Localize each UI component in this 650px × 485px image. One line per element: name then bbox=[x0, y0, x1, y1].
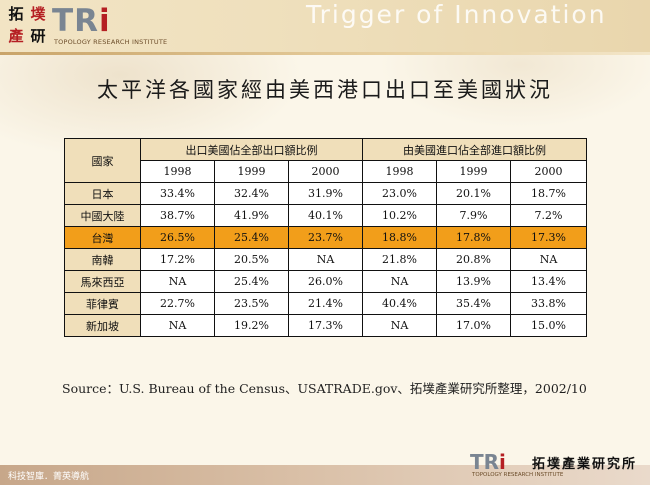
logo-subtitle: TOPOLOGY RESEARCH INSTITUTE bbox=[54, 38, 168, 46]
value-cell: NA bbox=[362, 270, 438, 293]
value-cell: 7.2% bbox=[510, 204, 588, 227]
logo-char: 拓 bbox=[8, 5, 24, 23]
footer-slogan: 科技智庫．菁英導航 bbox=[8, 472, 90, 482]
header-banner: 拓 墣 產 研 TRi TOPOLOGY RESEARCH INSTITUTE … bbox=[0, 0, 650, 52]
footer-logo-subtitle: TOPOLOGY RESEARCH INSTITUTE bbox=[472, 472, 564, 478]
value-cell: 33.8% bbox=[510, 292, 588, 315]
slide-title: 太平洋各國家經由美西港口出口至美國狀況 bbox=[97, 78, 553, 102]
value-cell: 17.8% bbox=[436, 226, 512, 249]
value-cell: 38.7% bbox=[140, 204, 215, 227]
value-cell: 26.5% bbox=[140, 226, 215, 249]
tri-wordmark-prefix: TR bbox=[52, 3, 100, 39]
year-header: 1998 bbox=[140, 160, 215, 183]
header-divider bbox=[0, 52, 650, 55]
footer-tri-prefix: TR bbox=[470, 450, 500, 474]
logo-char: 產 bbox=[8, 27, 24, 45]
value-cell: 13.9% bbox=[436, 270, 512, 293]
country-cell: 新加坡 bbox=[64, 314, 141, 337]
value-cell: 21.8% bbox=[362, 248, 438, 271]
year-header: 1999 bbox=[214, 160, 289, 183]
value-cell: 17.3% bbox=[287, 314, 364, 337]
footer-tri-wordmark: TRi bbox=[470, 450, 506, 474]
value-cell: 19.2% bbox=[214, 314, 289, 337]
value-cell: 17.3% bbox=[510, 226, 588, 249]
value-cell: 7.9% bbox=[436, 204, 512, 227]
value-cell: 15.0% bbox=[510, 314, 588, 337]
value-cell: 17.0% bbox=[436, 314, 512, 337]
country-cell: 菲律賓 bbox=[64, 292, 141, 315]
value-cell: NA bbox=[140, 314, 215, 337]
value-cell: 22.7% bbox=[140, 292, 215, 315]
footer-tri-i: i bbox=[499, 450, 506, 474]
country-cell: 台灣 bbox=[64, 226, 141, 249]
table-row: 日本 33.4% 32.4% 31.9% 23.0% 20.1% 18.7% bbox=[64, 182, 588, 205]
table-group-header-row: 國家 出口美國佔全部出口額比例 由美國進口佔全部進口額比例 bbox=[64, 138, 588, 183]
value-cell: 40.1% bbox=[287, 204, 364, 227]
table-row: 菲律賓 22.7% 23.5% 21.4% 40.4% 35.4% 33.8% bbox=[64, 292, 588, 315]
value-cell: 23.5% bbox=[214, 292, 289, 315]
country-cell: 馬來西亞 bbox=[64, 270, 141, 293]
value-cell: 13.4% bbox=[510, 270, 588, 293]
country-cell: 日本 bbox=[64, 182, 141, 205]
table-row: 中國大陸 38.7% 41.9% 40.1% 10.2% 7.9% 7.2% bbox=[64, 204, 588, 227]
import-group-header: 由美國進口佔全部進口額比例 bbox=[362, 138, 588, 161]
source-note: Source：U.S. Bureau of the Census、USATRAD… bbox=[62, 381, 587, 396]
logo-char: 墣 bbox=[30, 5, 46, 23]
value-cell: 26.0% bbox=[287, 270, 364, 293]
value-cell: 35.4% bbox=[436, 292, 512, 315]
value-cell: 23.7% bbox=[287, 226, 364, 249]
tagline: Trigger of Innovation bbox=[306, 0, 607, 29]
value-cell: 32.4% bbox=[214, 182, 289, 205]
value-cell: 20.8% bbox=[436, 248, 512, 271]
country-cell: 南韓 bbox=[64, 248, 141, 271]
value-cell: 21.4% bbox=[287, 292, 364, 315]
value-cell: 20.5% bbox=[214, 248, 289, 271]
value-cell: 25.4% bbox=[214, 226, 289, 249]
country-column-header: 國家 bbox=[64, 138, 141, 183]
value-cell: 18.8% bbox=[362, 226, 438, 249]
tri-wordmark: TRi bbox=[52, 3, 111, 39]
year-header: 2000 bbox=[287, 160, 364, 183]
table-row: 馬來西亞 NA 25.4% 26.0% NA 13.9% 13.4% bbox=[64, 270, 588, 293]
value-cell: 18.7% bbox=[510, 182, 588, 205]
year-header: 1998 bbox=[362, 160, 438, 183]
value-cell: 10.2% bbox=[362, 204, 438, 227]
value-cell: NA bbox=[362, 314, 438, 337]
table-year-header-row: 1998 1999 2000 1998 1999 2000 bbox=[65, 160, 588, 183]
value-cell: 41.9% bbox=[214, 204, 289, 227]
tri-wordmark-i: i bbox=[99, 3, 111, 39]
value-cell: 23.0% bbox=[362, 182, 438, 205]
footer-institute-name: 拓墣產業研究所 bbox=[532, 457, 638, 472]
country-cell: 中國大陸 bbox=[64, 204, 141, 227]
footer-bar: 科技智庫．菁英導航 bbox=[0, 465, 650, 485]
value-cell: 33.4% bbox=[140, 182, 215, 205]
value-cell: NA bbox=[287, 248, 364, 271]
year-header: 2000 bbox=[510, 160, 588, 183]
trade-ratio-table: 國家 出口美國佔全部出口額比例 由美國進口佔全部進口額比例 1998 1999 … bbox=[64, 138, 588, 337]
value-cell: 31.9% bbox=[287, 182, 364, 205]
value-cell: 20.1% bbox=[436, 182, 512, 205]
table-row: 南韓 17.2% 20.5% NA 21.8% 20.8% NA bbox=[64, 248, 588, 271]
value-cell: 25.4% bbox=[214, 270, 289, 293]
year-header: 1999 bbox=[436, 160, 512, 183]
table-row-highlighted: 台灣 26.5% 25.4% 23.7% 18.8% 17.8% 17.3% bbox=[64, 226, 588, 249]
value-cell: 40.4% bbox=[362, 292, 438, 315]
table-row: 新加坡 NA 19.2% 17.3% NA 17.0% 15.0% bbox=[64, 314, 588, 337]
tri-logo-icon: 拓 墣 產 研 bbox=[6, 4, 50, 48]
export-group-header: 出口美國佔全部出口額比例 bbox=[139, 138, 364, 161]
value-cell: 17.2% bbox=[140, 248, 215, 271]
value-cell: NA bbox=[140, 270, 215, 293]
value-cell: NA bbox=[510, 248, 588, 271]
logo-char: 研 bbox=[30, 27, 46, 45]
